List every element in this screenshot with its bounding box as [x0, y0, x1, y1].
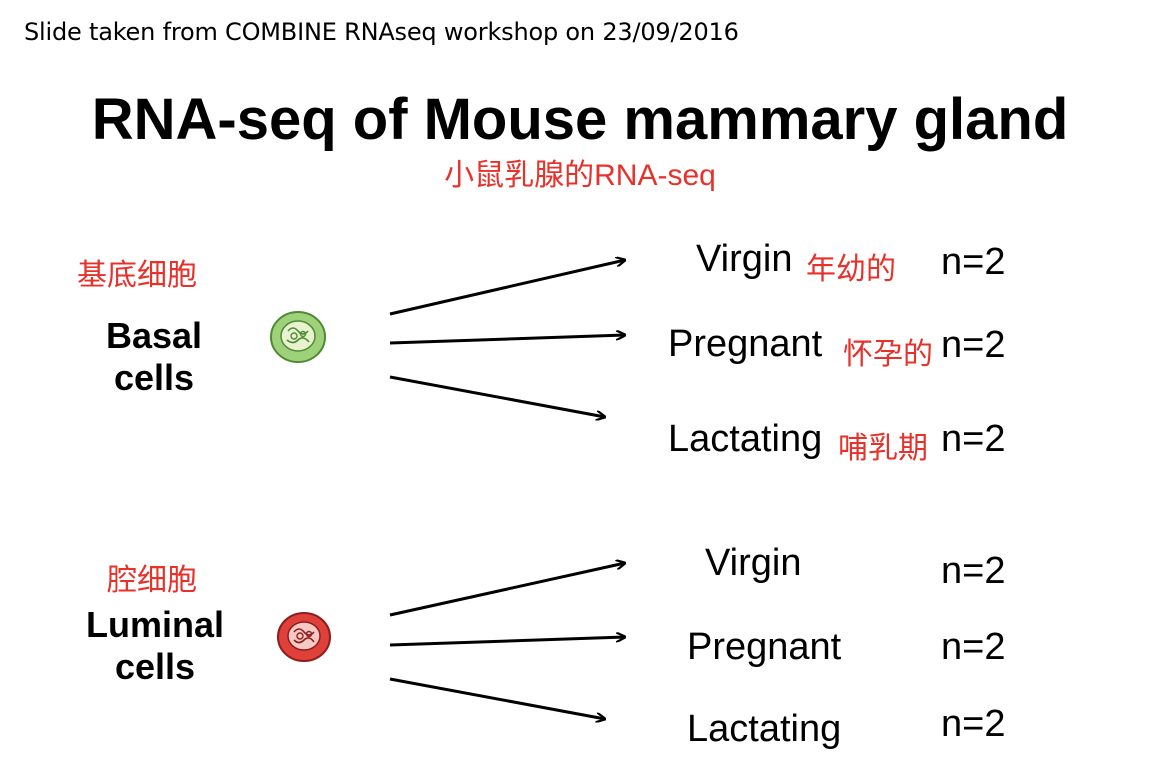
luminal-lactating-n: n=2 [941, 703, 1006, 745]
basal-label-line2: cells [113, 357, 195, 399]
basal-cells-label: Basal cells [95, 315, 213, 399]
basal-pregnant-n: n=2 [941, 324, 1006, 366]
luminal-virgin-n: n=2 [941, 550, 1006, 592]
luminal-virgin-label: Virgin [705, 542, 802, 584]
basal-pregnant-label: Pregnant [668, 323, 823, 365]
luminal-pregnant-n: n=2 [941, 626, 1006, 668]
basal-virgin-label: Virgin [696, 238, 793, 280]
basal-label-line1: Basal [105, 315, 203, 356]
luminal-pregnant-label: Pregnant [687, 626, 842, 668]
arrow-basal-virgin [389, 260, 625, 316]
luminal-cells-label: Luminal cells [76, 604, 234, 688]
basal-virgin-n: n=2 [941, 241, 1006, 283]
slide-subtitle-cn: 小鼠乳腺的RNA-seq [444, 159, 716, 192]
basal-lactating-cn: 哺乳期 [838, 432, 928, 465]
luminal-lactating-label: Lactating [687, 708, 842, 750]
source-note: Slide taken from COMBINE RNAseq workshop… [24, 18, 739, 46]
arrow-basal-pregnant [389, 335, 625, 345]
arrow-luminal-virgin [389, 563, 625, 617]
slide-title: RNA-seq of Mouse mammary gland [91, 87, 1069, 152]
basal-pregnant-cn: 怀孕的 [843, 338, 933, 371]
basal-cn-label: 基底细胞 [77, 259, 197, 292]
arrow-luminal-pregnant [389, 637, 625, 647]
basal-virgin-cn: 年幼的 [806, 253, 896, 286]
luminal-label-line2: cells [114, 646, 196, 688]
basal-lactating-label: Lactating [668, 418, 823, 460]
luminal-label-line1: Luminal [85, 604, 224, 645]
luminal-cn-label: 腔细胞 [107, 564, 197, 597]
basal-lactating-n: n=2 [941, 418, 1006, 460]
basal-cell-icon [270, 311, 326, 363]
luminal-cell-icon [277, 612, 331, 662]
arrow-luminal-lactating [389, 677, 605, 719]
arrow-basal-lactating [389, 375, 605, 417]
